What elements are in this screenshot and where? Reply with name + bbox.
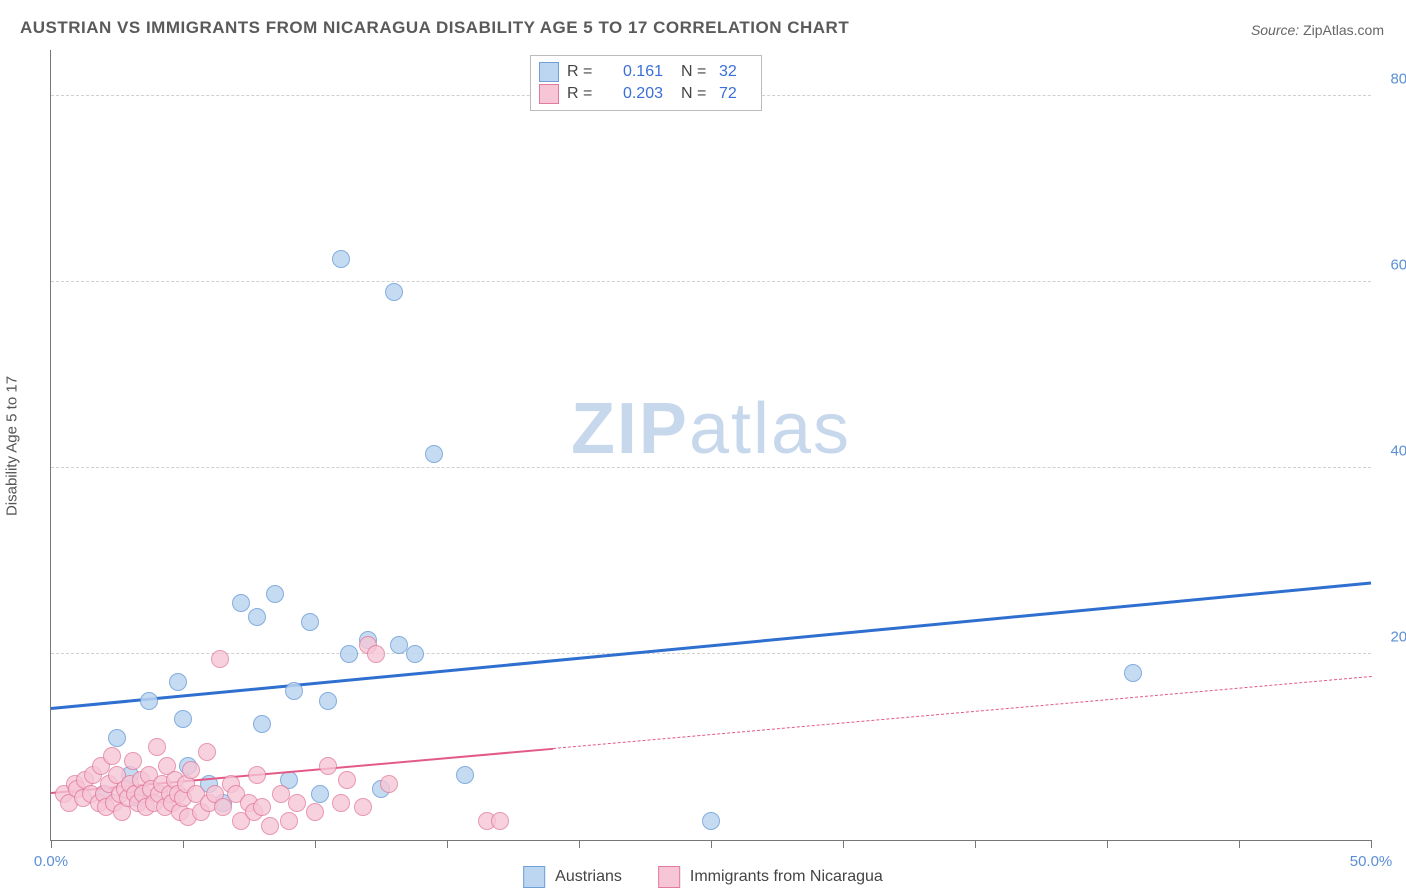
data-point-nicaragua — [367, 645, 385, 663]
n-label: N = — [681, 85, 711, 103]
r-label: R = — [567, 85, 597, 103]
swatch-nicaragua — [658, 866, 680, 888]
swatch-austrians — [539, 62, 559, 82]
data-point-austrians — [140, 692, 158, 710]
legend-row-nicaragua: R = 0.203 N = 72 — [539, 84, 749, 104]
data-point-nicaragua — [198, 743, 216, 761]
data-point-austrians — [311, 785, 329, 803]
data-point-austrians — [169, 673, 187, 691]
data-point-austrians — [385, 283, 403, 301]
data-point-austrians — [174, 710, 192, 728]
source-attribution: Source: ZipAtlas.com — [1251, 22, 1384, 38]
data-point-nicaragua — [124, 752, 142, 770]
n-value-nicaragua: 72 — [719, 85, 749, 103]
data-point-nicaragua — [306, 803, 324, 821]
x-tick-label: 50.0% — [1350, 853, 1393, 870]
data-point-austrians — [340, 645, 358, 663]
x-tick-label: 0.0% — [34, 853, 68, 870]
x-tick — [447, 840, 448, 848]
data-point-nicaragua — [332, 794, 350, 812]
data-point-austrians — [248, 608, 266, 626]
x-tick — [1107, 840, 1108, 848]
n-value-austrians: 32 — [719, 63, 749, 81]
series-label-austrians: Austrians — [555, 868, 622, 886]
watermark: ZIPatlas — [571, 388, 851, 470]
y-tick-label: 60.0% — [1375, 257, 1406, 274]
x-tick — [51, 840, 52, 848]
data-point-nicaragua — [103, 747, 121, 765]
data-point-nicaragua — [338, 771, 356, 789]
series-legend: Austrians Immigrants from Nicaragua — [523, 866, 883, 888]
correlation-legend: R = 0.161 N = 32 R = 0.203 N = 72 — [530, 55, 762, 111]
data-point-nicaragua — [288, 794, 306, 812]
data-point-nicaragua — [148, 738, 166, 756]
x-tick — [711, 840, 712, 848]
data-point-austrians — [253, 715, 271, 733]
x-tick — [183, 840, 184, 848]
data-point-austrians — [266, 585, 284, 603]
n-label: N = — [681, 63, 711, 81]
data-point-austrians — [232, 594, 250, 612]
x-tick — [843, 840, 844, 848]
data-point-austrians — [406, 645, 424, 663]
source-label: Source: — [1251, 22, 1299, 38]
data-point-austrians — [332, 250, 350, 268]
scatter-plot-area: ZIPatlas 20.0%40.0%60.0%80.0%0.0%50.0% — [50, 50, 1371, 841]
x-tick — [315, 840, 316, 848]
series-label-nicaragua: Immigrants from Nicaragua — [690, 868, 883, 886]
data-point-nicaragua — [280, 812, 298, 830]
y-tick-label: 80.0% — [1375, 71, 1406, 88]
data-point-nicaragua — [214, 798, 232, 816]
gridline — [51, 281, 1371, 282]
data-point-nicaragua — [253, 798, 271, 816]
data-point-austrians — [1124, 664, 1142, 682]
y-tick-label: 20.0% — [1375, 629, 1406, 646]
data-point-nicaragua — [491, 812, 509, 830]
data-point-nicaragua — [182, 761, 200, 779]
data-point-austrians — [456, 766, 474, 784]
watermark-zip: ZIP — [571, 389, 689, 469]
data-point-nicaragua — [354, 798, 372, 816]
gridline — [51, 467, 1371, 468]
source-value: ZipAtlas.com — [1303, 22, 1384, 38]
legend-row-austrians: R = 0.161 N = 32 — [539, 62, 749, 82]
data-point-nicaragua — [380, 775, 398, 793]
data-point-austrians — [301, 613, 319, 631]
gridline — [51, 653, 1371, 654]
x-tick — [1371, 840, 1372, 848]
data-point-austrians — [108, 729, 126, 747]
data-point-austrians — [702, 812, 720, 830]
swatch-austrians — [523, 866, 545, 888]
trend-line — [553, 676, 1371, 749]
data-point-austrians — [425, 445, 443, 463]
x-tick — [1239, 840, 1240, 848]
r-label: R = — [567, 63, 597, 81]
y-tick-label: 40.0% — [1375, 443, 1406, 460]
r-value-austrians: 0.161 — [605, 63, 663, 81]
data-point-nicaragua — [261, 817, 279, 835]
data-point-nicaragua — [319, 757, 337, 775]
swatch-nicaragua — [539, 84, 559, 104]
data-point-nicaragua — [248, 766, 266, 784]
y-axis-label: Disability Age 5 to 17 — [4, 376, 21, 516]
x-tick — [579, 840, 580, 848]
watermark-atlas: atlas — [689, 389, 851, 469]
data-point-nicaragua — [211, 650, 229, 668]
data-point-austrians — [285, 682, 303, 700]
x-tick — [975, 840, 976, 848]
data-point-austrians — [319, 692, 337, 710]
chart-title: AUSTRIAN VS IMMIGRANTS FROM NICARAGUA DI… — [20, 18, 849, 38]
r-value-nicaragua: 0.203 — [605, 85, 663, 103]
